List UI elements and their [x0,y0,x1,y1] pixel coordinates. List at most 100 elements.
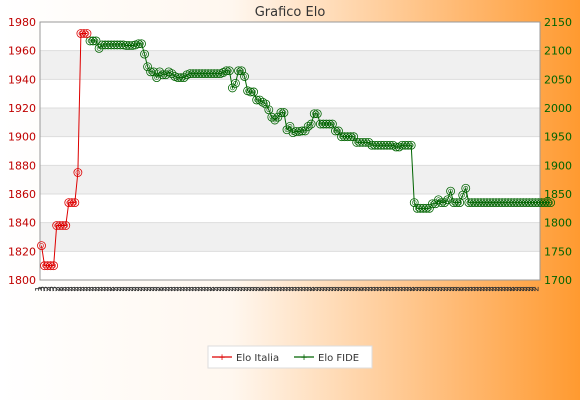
data-point-inner [266,107,272,113]
data-point [385,140,395,150]
data-point [240,72,249,81]
data-point-inner [463,185,469,191]
x-tick-label: 3 [50,286,60,292]
x-tick-label: 2 [138,286,148,292]
x-tick-label: 2 [347,286,357,292]
data-point [140,49,149,59]
data-point [279,108,289,117]
x-tick-label: 2 [383,286,393,292]
x-tick-label: 2 [362,286,372,292]
x-tick-label: 2 [107,286,117,292]
x-tick-label: 2 [159,286,169,292]
x-tick-label: 2 [380,286,390,292]
data-point [409,198,419,208]
data-point [70,198,80,208]
x-tick-label: 2 [441,286,451,292]
x-tick-label: 2 [483,286,493,292]
x-tick-label: 2 [444,286,454,292]
y-left-tick-label: 1880 [8,159,36,172]
data-point-inner [314,111,320,117]
data-point-inner [272,117,278,123]
data-point [406,140,416,150]
data-point-inner [157,69,162,75]
x-tick-label: 2 [425,286,435,292]
data-point-inner [96,46,102,51]
legend: + Elo Italia + Elo FIDE [207,345,373,369]
data-point [167,69,177,78]
data-point-inner [154,75,159,80]
x-tick-label: 2 [238,286,248,292]
x-tick-label: 2 [110,286,120,292]
x-tick-label: 2 [141,286,151,292]
x-tick-label: 2 [231,286,241,292]
legend-label-fide: Elo FIDE [318,353,359,364]
data-point-inner [442,200,447,205]
data-point-inner [81,31,87,36]
x-tick-label: 2 [122,286,132,292]
y-left-tick-label: 1840 [8,217,36,230]
x-tick-label: 2 [298,286,308,292]
plot-band [40,79,540,108]
y-right-tick-label: 1900 [544,159,572,172]
x-tick-label: 2 [198,286,208,292]
x-tick-label: 2 [295,286,305,292]
data-point [88,36,98,46]
data-point [234,66,243,76]
data-point-inner [90,38,96,44]
x-tick-label: 2 [450,286,460,292]
data-point-inner [48,263,53,268]
y-left-tick-label: 1800 [8,274,36,287]
x-tick-label: 2 [353,286,363,292]
data-point [137,39,146,49]
y-right-tick-label: 1750 [544,245,572,258]
data-point-inner [148,69,153,75]
x-tick-label: 2 [413,286,423,292]
x-tick-label: 2 [328,286,338,292]
data-point [261,99,271,109]
data-point [231,78,240,88]
x-tick-label: 2 [104,286,114,292]
x-tick-label: 2 [162,286,172,292]
data-point [270,115,280,125]
data-point [403,140,413,150]
x-tick-label: 2 [356,286,366,292]
data-point [297,126,307,136]
x-tick-label: 2 [377,286,387,292]
data-point-inner [236,68,241,74]
data-point [543,198,552,208]
x-tick-label: 2 [68,286,78,292]
legend-label-italia: Elo Italia [236,353,279,364]
x-tick-label: 2 [283,286,293,292]
x-tick-label: 2 [407,286,417,292]
data-point-inner [160,72,166,78]
x-tick-label: 2 [274,286,284,292]
x-tick-label: 2 [395,286,405,292]
x-tick-label: 2 [325,286,335,292]
y-left-tick-label: 1860 [8,188,36,201]
y-left-tick-label: 1900 [8,131,36,144]
data-point-inner [254,97,259,103]
y-left-tick-label: 1920 [8,102,36,115]
data-point [300,126,310,136]
data-point [158,70,168,80]
x-tick-label: 1 [35,286,45,292]
x-tick-label: 2 [213,286,223,292]
x-tick-label: 2 [474,286,484,292]
data-point [161,70,171,80]
data-point [421,203,431,213]
data-point [61,221,71,230]
x-tick-label: 2 [183,286,193,292]
data-point-inner [242,74,247,79]
x-tick-label: 2 [165,286,175,292]
data-point-inner [430,201,435,207]
x-tick-label: 2 [344,286,354,292]
data-point-inner [75,170,81,175]
data-point [306,119,316,129]
x-tick-label: 2 [522,286,532,292]
x-tick-label: 2 [74,286,84,292]
data-point-inner [351,134,356,139]
plot-band [40,136,540,166]
x-tick-label: 3 [47,286,57,292]
data-point [252,95,262,105]
x-tick-label: 2 [44,286,54,292]
